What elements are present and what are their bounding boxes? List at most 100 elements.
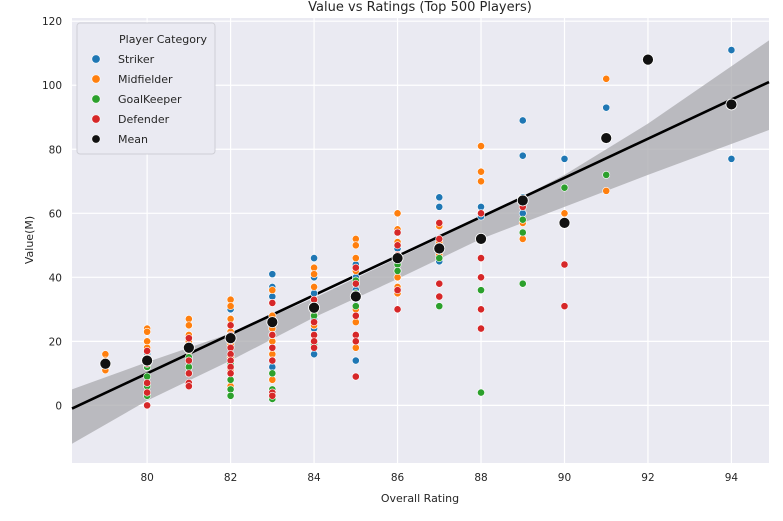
point-defender — [268, 391, 277, 400]
point-midfielder — [310, 270, 318, 279]
point-defender — [143, 401, 152, 410]
point-goalkeeper — [560, 183, 569, 192]
point-mean — [266, 316, 279, 329]
point-mean — [182, 341, 195, 354]
x-tick-label: 90 — [558, 472, 571, 484]
point-defender — [351, 279, 360, 288]
point-midfielder — [477, 167, 485, 176]
point-defender — [143, 388, 152, 397]
point-midfielder — [393, 209, 402, 218]
y-ticks: 0 20 40 60 80 100 120 — [42, 16, 62, 412]
y-tick-label: 60 — [49, 208, 62, 220]
point-striker — [435, 202, 444, 211]
point-goalkeeper — [226, 391, 235, 400]
x-tick-label: 94 — [725, 472, 739, 484]
point-midfielder — [351, 254, 360, 263]
point-goalkeeper — [477, 388, 485, 397]
point-striker — [560, 154, 569, 163]
point-defender — [143, 379, 152, 387]
point-defender — [351, 311, 360, 320]
legend-marker-defender — [91, 114, 101, 124]
legend-marker-mean — [91, 134, 101, 144]
point-mean — [600, 132, 613, 144]
point-defender — [393, 286, 402, 295]
ci-band — [72, 40, 769, 444]
point-midfielder — [184, 321, 193, 330]
point-defender — [184, 334, 193, 343]
legend-label-goalkeeper: GoalKeeper — [118, 93, 182, 106]
point-midfielder — [310, 283, 318, 291]
point-goalkeeper — [351, 302, 360, 311]
point-mean — [475, 232, 487, 245]
point-defender — [351, 337, 360, 346]
point-midfielder — [477, 142, 485, 150]
y-tick-label: 0 — [55, 400, 62, 412]
chart-title: Value vs Ratings (Top 500 Players) — [308, 0, 532, 15]
point-defender — [143, 347, 152, 355]
x-ticks: 80 82 84 86 88 90 92 94 — [140, 472, 738, 484]
legend-label-mean: Mean — [118, 133, 148, 146]
point-striker — [518, 151, 527, 160]
point-defender — [393, 228, 402, 237]
point-goalkeeper — [435, 254, 444, 263]
point-mean — [391, 252, 404, 265]
point-striker — [727, 154, 736, 163]
point-goalkeeper — [268, 369, 277, 378]
point-striker — [310, 254, 318, 263]
point-goalkeeper — [518, 228, 527, 237]
point-midfielder — [477, 177, 485, 186]
point-goalkeeper — [435, 302, 444, 311]
point-goalkeeper — [602, 170, 611, 179]
point-defender — [477, 254, 485, 263]
x-tick-label: 80 — [140, 472, 153, 484]
point-defender — [560, 302, 569, 311]
point-defender — [477, 209, 485, 218]
point-defender — [477, 324, 485, 333]
point-defender — [435, 234, 444, 243]
point-striker — [518, 116, 527, 125]
x-tick-label: 88 — [474, 472, 487, 484]
point-midfielder — [268, 286, 277, 295]
legend-box — [76, 22, 216, 155]
legend-marker-midfielder — [91, 74, 101, 84]
point-mean — [99, 357, 112, 370]
point-defender — [268, 331, 277, 339]
point-defender — [351, 263, 360, 272]
point-mean — [349, 290, 362, 303]
point-defender — [393, 305, 402, 314]
point-defender — [310, 318, 318, 327]
y-tick-label: 20 — [49, 336, 62, 348]
point-striker — [435, 193, 444, 202]
legend: Player Category Striker Midfielder GoalKee… — [76, 22, 216, 155]
point-defender — [435, 279, 444, 288]
point-defender — [393, 241, 402, 250]
point-defender — [435, 292, 444, 301]
point-goalkeeper — [518, 215, 527, 224]
point-mean — [725, 98, 738, 111]
point-midfielder — [602, 74, 611, 83]
point-mean — [224, 332, 237, 345]
x-tick-label: 82 — [224, 472, 237, 484]
point-defender — [184, 369, 193, 378]
point-defender — [184, 382, 193, 391]
point-midfielder — [226, 302, 235, 311]
legend-label-midfielder: Midfielder — [118, 73, 173, 86]
point-mean — [308, 301, 320, 314]
point-midfielder — [351, 241, 360, 250]
point-mean — [642, 53, 654, 66]
point-mean — [558, 216, 571, 229]
y-tick-label: 100 — [42, 80, 62, 92]
point-goalkeeper — [393, 267, 402, 275]
point-defender — [477, 305, 485, 314]
point-midfielder — [602, 186, 611, 195]
legend-title: Player Category — [119, 33, 207, 46]
y-tick-label: 40 — [49, 272, 62, 284]
point-mean — [433, 242, 446, 255]
x-tick-label: 84 — [307, 472, 321, 484]
legend-label-striker: Striker — [118, 53, 155, 66]
point-striker — [602, 103, 611, 112]
legend-label-defender: Defender — [118, 113, 170, 126]
point-defender — [226, 321, 235, 330]
point-defender — [268, 299, 277, 307]
